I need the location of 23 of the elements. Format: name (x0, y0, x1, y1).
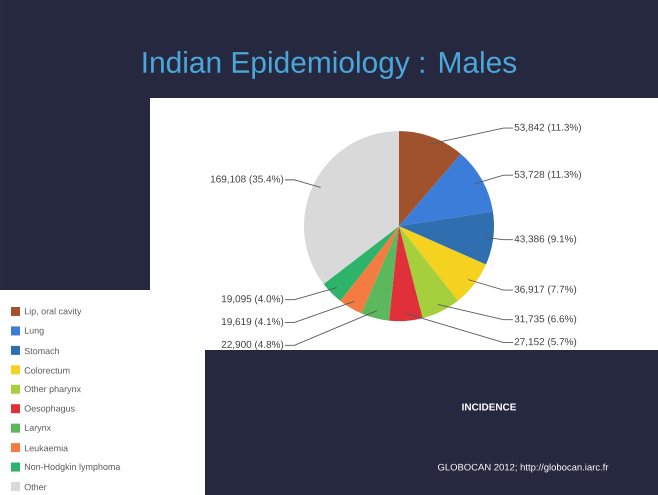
data-label: 19,619 (4.1%) (222, 318, 284, 328)
text: INCIDENCE (462, 403, 516, 411)
data-label: 53,842 (11.3%) (514, 123, 581, 133)
data-label: 43,386 (9.1%) (514, 235, 576, 244)
legend-label: Colorectum (24, 367, 70, 374)
legend-label: Oesophagus (24, 405, 75, 414)
legend-label: Non-Hodgkin lymphoma (24, 463, 120, 472)
data-label: 36,917 (7.7%) (514, 285, 576, 295)
legend-label: Lung (24, 327, 44, 336)
legend-label: Other (24, 484, 46, 490)
data-label: 22,900 (4.8%) (222, 340, 284, 350)
legend-label: Lip, oral cavity (24, 308, 82, 316)
data-label: 53,728 (11.3%) (514, 170, 581, 180)
data-label: 19,095 (4.0%) (222, 295, 284, 304)
legend-label: Larynx (24, 424, 52, 433)
legend-label: Other pharynx (24, 386, 81, 394)
data-label: 31,735 (6.6%) (514, 315, 576, 324)
chart-title: Indian Epidemiology : Males (143, 51, 516, 79)
data-label: 27,152 (5.7%) (514, 338, 576, 348)
text: GLOBOCAN 2012; http://globocan.iarc.fr (438, 464, 608, 472)
legend-label: Stomach (24, 348, 60, 354)
legend-label: Leukaemia (24, 444, 68, 452)
data-label: 169,108 (35.4%) (210, 175, 284, 185)
